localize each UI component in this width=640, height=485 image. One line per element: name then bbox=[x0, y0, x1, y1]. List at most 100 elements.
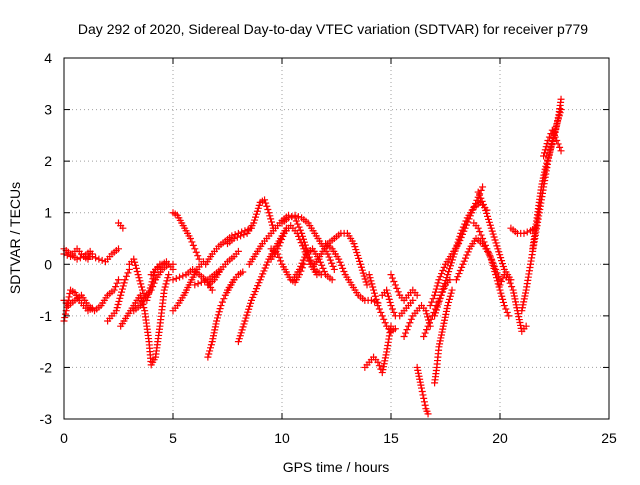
data-point-plus-marker bbox=[377, 308, 385, 316]
data-point-plus-marker bbox=[61, 314, 69, 322]
data-point-plus-marker bbox=[538, 180, 546, 188]
data-point-plus-marker bbox=[448, 286, 456, 294]
data-point-plus-marker bbox=[113, 304, 121, 312]
series-sat-track-29 bbox=[361, 322, 395, 377]
data-point-plus-marker bbox=[191, 281, 199, 289]
x-tick-label: 25 bbox=[601, 430, 617, 446]
data-point-plus-marker bbox=[359, 269, 367, 277]
data-point-plus-marker bbox=[464, 248, 472, 256]
data-point-plus-marker bbox=[488, 227, 496, 235]
data-point-plus-marker bbox=[192, 248, 200, 256]
data-point-plus-marker bbox=[546, 147, 554, 155]
data-point-plus-marker bbox=[379, 366, 387, 374]
data-point-plus-marker bbox=[299, 256, 307, 264]
y-tick-label: 4 bbox=[44, 50, 52, 66]
data-point-plus-marker bbox=[176, 273, 184, 281]
data-point-plus-marker bbox=[336, 258, 344, 266]
data-point-plus-marker bbox=[251, 288, 259, 296]
data-point-plus-marker bbox=[549, 138, 557, 146]
data-point-plus-marker bbox=[485, 218, 493, 226]
data-point-plus-marker bbox=[373, 298, 381, 306]
data-point-plus-marker bbox=[368, 280, 376, 288]
data-point-plus-marker bbox=[386, 298, 394, 306]
data-point-plus-marker bbox=[519, 301, 527, 309]
data-point-plus-marker bbox=[481, 204, 489, 212]
data-point-plus-marker bbox=[417, 381, 425, 389]
data-point-plus-marker bbox=[540, 171, 548, 179]
data-point-plus-marker bbox=[505, 312, 513, 320]
data-point-plus-marker bbox=[298, 242, 306, 250]
data-point-plus-marker bbox=[237, 329, 245, 337]
data-point-plus-marker bbox=[490, 233, 498, 241]
data-point-plus-marker bbox=[553, 120, 561, 128]
data-point-plus-marker bbox=[194, 280, 202, 288]
data-point-plus-marker bbox=[301, 253, 309, 261]
data-point-plus-marker bbox=[482, 207, 490, 215]
data-point-plus-marker bbox=[435, 297, 443, 305]
data-point-plus-marker bbox=[518, 307, 526, 315]
data-point-plus-marker bbox=[476, 228, 484, 236]
data-point-plus-marker bbox=[442, 307, 450, 315]
data-point-plus-marker bbox=[390, 277, 398, 285]
data-point-plus-marker bbox=[489, 261, 497, 269]
data-point-plus-marker bbox=[250, 290, 258, 298]
data-point-plus-marker bbox=[499, 295, 507, 303]
data-point-plus-marker bbox=[440, 263, 448, 271]
data-point-plus-marker bbox=[362, 278, 370, 286]
data-point-plus-marker bbox=[262, 261, 270, 269]
data-point-plus-marker bbox=[138, 283, 146, 291]
data-point-plus-marker bbox=[478, 197, 486, 205]
data-point-plus-marker bbox=[367, 277, 375, 285]
data-point-plus-marker bbox=[213, 317, 221, 325]
data-point-plus-marker bbox=[138, 286, 146, 294]
data-point-plus-marker bbox=[446, 265, 454, 273]
data-point-plus-marker bbox=[441, 279, 449, 287]
data-point-plus-marker bbox=[205, 350, 213, 358]
data-point-plus-marker bbox=[512, 298, 520, 306]
data-point-plus-marker bbox=[449, 253, 457, 261]
data-point-plus-marker bbox=[255, 201, 263, 209]
data-point-plus-marker bbox=[433, 303, 441, 311]
data-point-plus-marker bbox=[556, 143, 564, 151]
data-point-plus-marker bbox=[446, 262, 454, 270]
data-point-plus-marker bbox=[285, 214, 293, 222]
data-point-plus-marker bbox=[429, 295, 437, 303]
data-point-plus-marker bbox=[337, 261, 345, 269]
data-point-plus-marker bbox=[495, 248, 503, 256]
data-point-plus-marker bbox=[274, 250, 282, 258]
data-point-plus-marker bbox=[445, 295, 453, 303]
data-point-plus-marker bbox=[391, 281, 399, 289]
data-point-plus-marker bbox=[423, 310, 431, 318]
data-point-plus-marker bbox=[358, 266, 366, 274]
data-point-plus-marker bbox=[136, 291, 144, 299]
data-point-plus-marker bbox=[440, 319, 448, 327]
data-point-plus-marker bbox=[439, 325, 447, 333]
data-point-plus-marker bbox=[498, 260, 506, 268]
data-point-plus-marker bbox=[476, 191, 484, 199]
data-point-plus-marker bbox=[431, 288, 439, 296]
data-point-plus-marker bbox=[539, 177, 547, 185]
data-point-plus-marker bbox=[375, 305, 383, 313]
data-point-plus-marker bbox=[217, 302, 225, 310]
data-point-plus-marker bbox=[460, 257, 468, 265]
data-point-plus-marker bbox=[254, 282, 262, 290]
series-sat-track-38 bbox=[431, 198, 491, 320]
data-point-plus-marker bbox=[426, 319, 434, 327]
data-point-plus-marker bbox=[294, 213, 302, 221]
data-point-plus-marker bbox=[133, 268, 141, 276]
data-point-plus-marker bbox=[320, 268, 328, 276]
data-point-plus-marker bbox=[428, 298, 436, 306]
data-point-plus-marker bbox=[445, 268, 453, 276]
data-point-plus-marker bbox=[237, 232, 245, 240]
data-point-plus-marker bbox=[416, 378, 424, 386]
data-point-plus-marker bbox=[457, 229, 465, 237]
data-point-plus-marker bbox=[446, 292, 454, 300]
data-point-plus-marker bbox=[247, 296, 255, 304]
data-point-plus-marker bbox=[115, 245, 122, 253]
data-point-plus-marker bbox=[554, 114, 562, 122]
data-point-plus-marker bbox=[256, 276, 264, 284]
data-point-plus-marker bbox=[112, 307, 120, 315]
data-point-plus-marker bbox=[118, 288, 126, 296]
data-point-plus-marker bbox=[292, 217, 300, 225]
data-point-plus-marker bbox=[375, 362, 383, 370]
